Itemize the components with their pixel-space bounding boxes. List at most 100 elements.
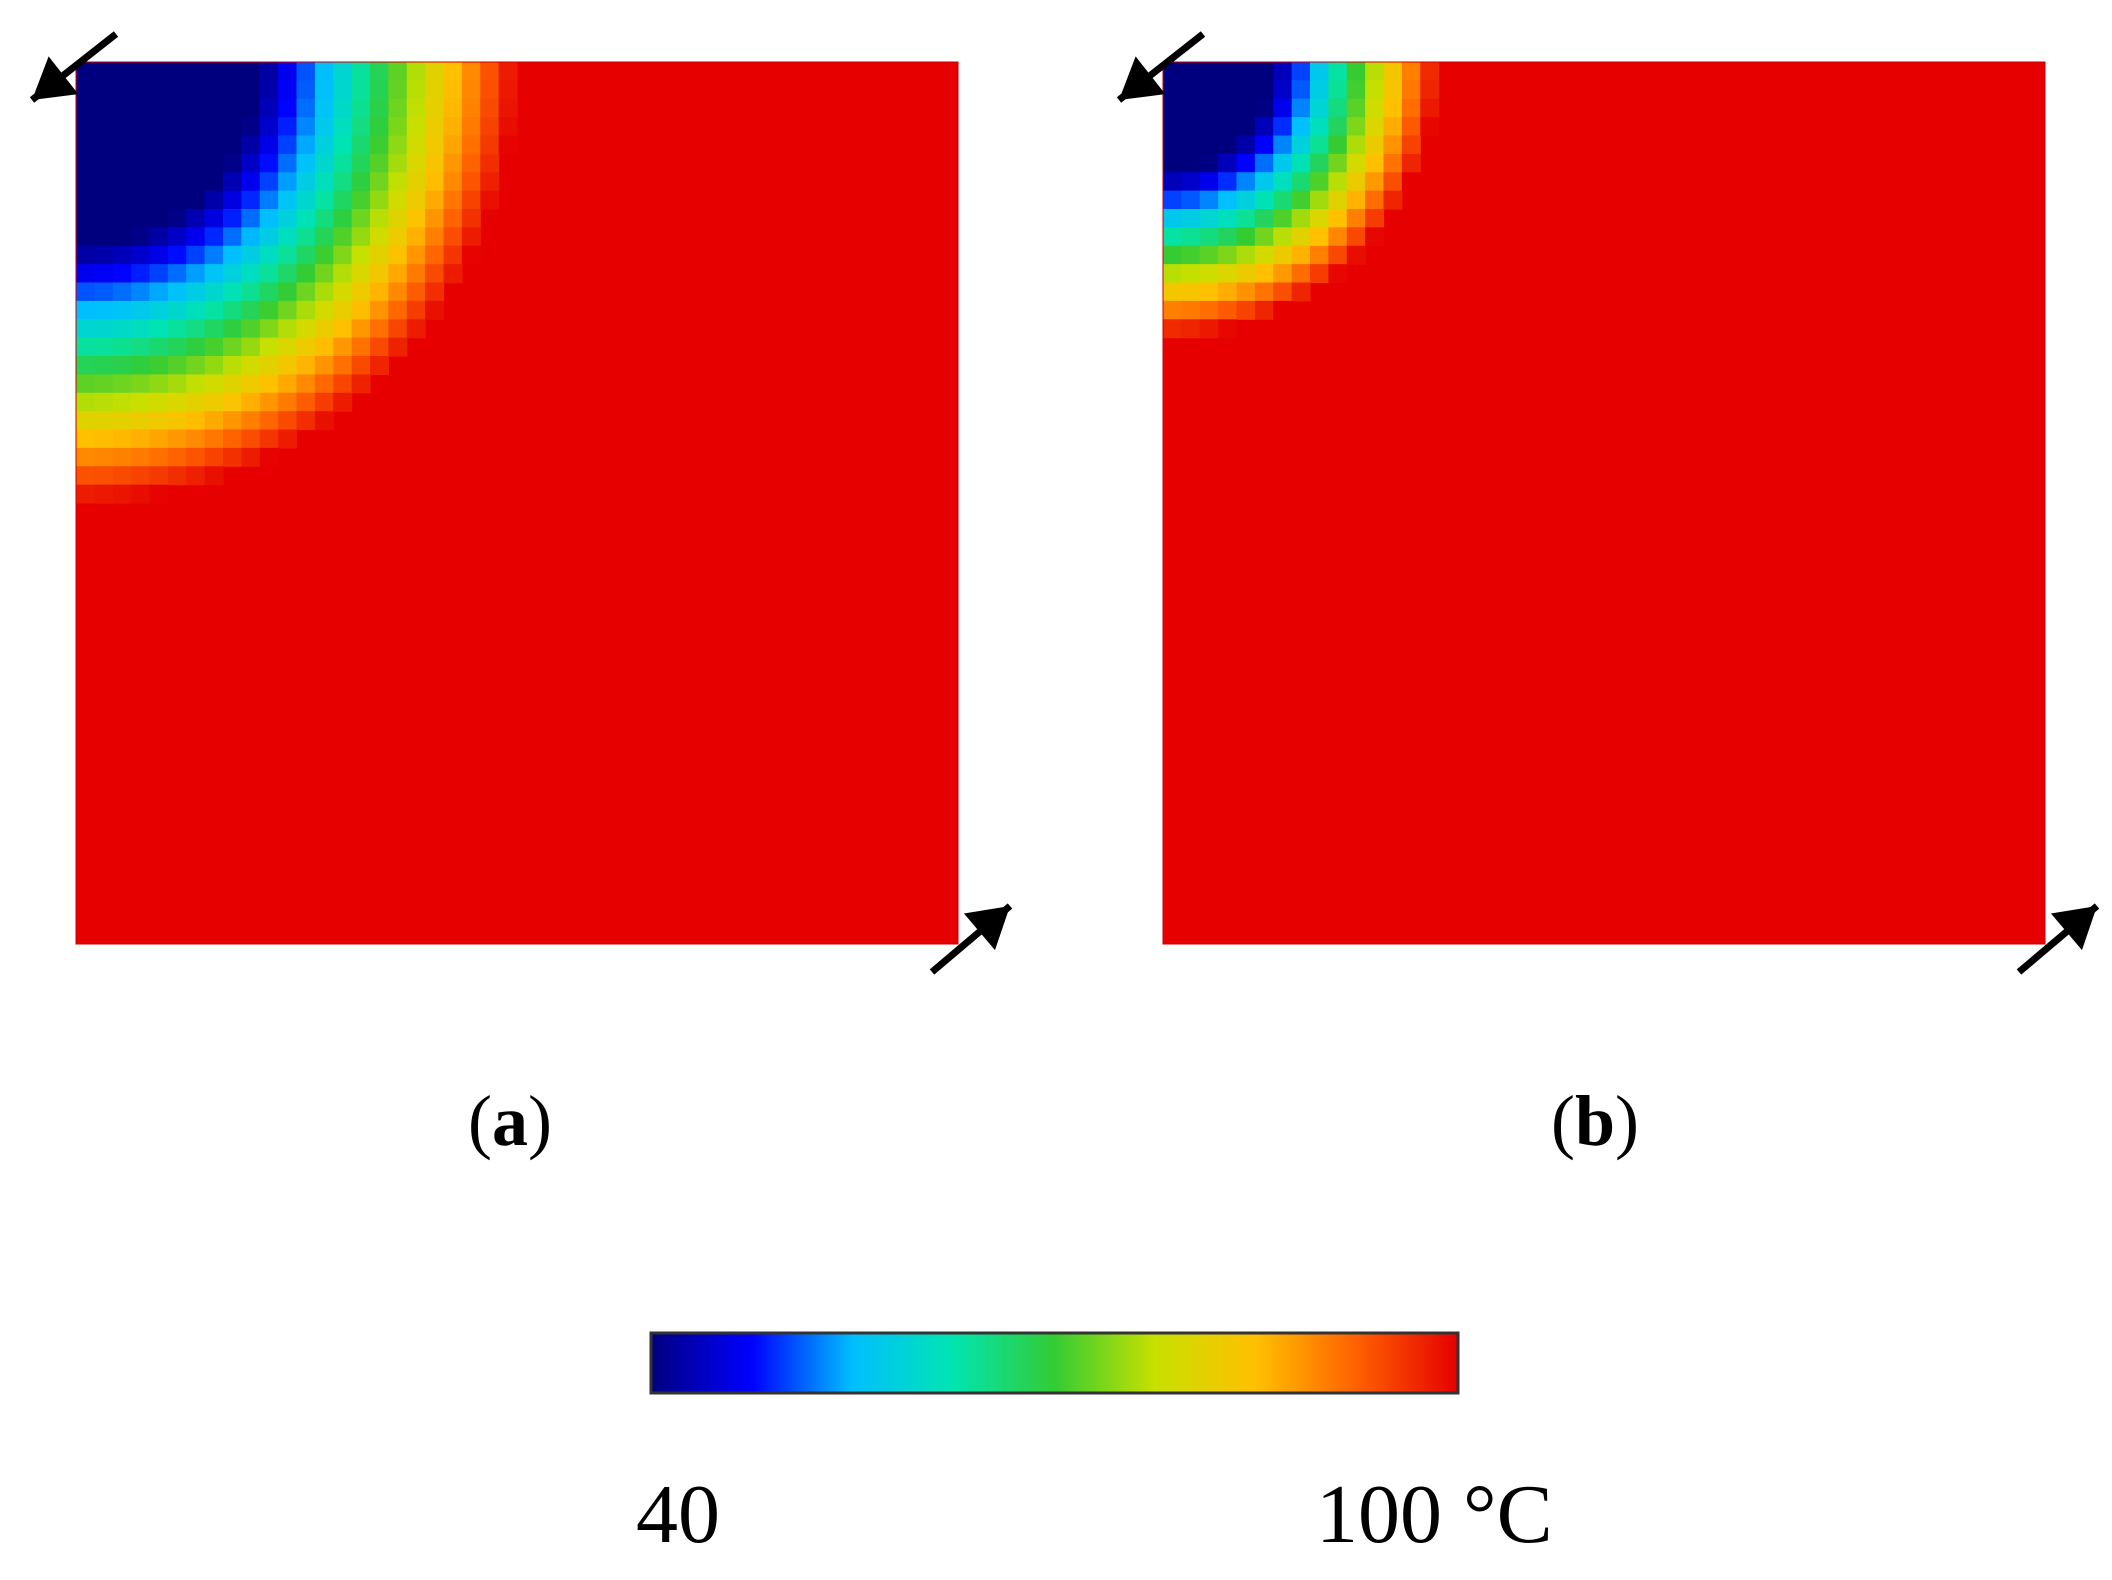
heatmap-cell-a <box>278 282 298 302</box>
heatmap-cell-b <box>1291 172 1311 192</box>
heatmap-cell-a <box>314 117 334 137</box>
heatmap-cell-b <box>1310 227 1329 247</box>
heatmap-cell-a <box>370 264 389 284</box>
heatmap-cell-a <box>351 190 371 210</box>
heatmap-cell-a <box>461 153 481 173</box>
heatmap-cell-a <box>131 153 151 173</box>
heatmap-cell-a <box>406 135 426 155</box>
heatmap-cell-b <box>1273 62 1293 81</box>
heatmap-cell-b <box>1328 117 1348 137</box>
heatmap-cell-a <box>443 80 463 100</box>
heatmap-cell-a <box>259 264 279 284</box>
heatmap-cell-a <box>131 429 151 449</box>
heatmap-cell-b <box>1328 190 1348 210</box>
heatmap-cell-b <box>1254 135 1274 155</box>
heatmap-cell-b <box>1310 153 1329 173</box>
heatmap-cell-b <box>1420 62 1440 81</box>
heatmap-cell-b <box>1291 135 1311 155</box>
heatmap-cell-a <box>149 392 169 412</box>
heatmap-cell-a <box>223 319 242 339</box>
heatmap-cell-a <box>131 466 151 486</box>
heatmap-cell-b <box>1199 282 1219 302</box>
heatmap-cell-a <box>131 300 151 320</box>
heatmap-cell-a <box>333 98 353 118</box>
heatmap-cell-a <box>259 117 279 137</box>
heatmap-cell-a <box>241 356 261 375</box>
heatmap-cell-b <box>1328 80 1348 100</box>
heatmap-cell-a <box>149 153 169 173</box>
heatmap-cell-a <box>204 117 224 137</box>
heatmap-cell-a <box>131 117 151 137</box>
heatmap-cell-a <box>186 337 206 357</box>
heatmap-cell-a <box>278 374 298 394</box>
heatmap-cell-a <box>314 282 334 302</box>
heatmap-cell-a <box>204 392 224 412</box>
heatmap-cell-a <box>94 172 114 192</box>
heatmap-cell-b <box>1291 80 1311 100</box>
heatmap-cell-a <box>131 98 151 118</box>
heatmap-cell-a <box>480 172 500 192</box>
heatmap-cell-a <box>131 227 151 247</box>
heatmap-cell-a <box>333 62 353 81</box>
heatmap-cell-b <box>1291 209 1311 228</box>
heatmap-cell-a <box>149 190 169 210</box>
heatmap-cell-b <box>1310 264 1329 284</box>
heatmap-cell-a <box>333 209 353 228</box>
heatmap-cell-a <box>167 282 187 302</box>
heatmap-cell-b <box>1346 190 1366 210</box>
heatmap-cell-a <box>351 356 371 375</box>
heatmap-cell-a <box>406 80 426 100</box>
heatmap-cell-a <box>443 153 463 173</box>
heatmap-cell-a <box>76 172 95 192</box>
heatmap-cell-a <box>259 190 279 210</box>
heatmap-cell-b <box>1199 80 1219 100</box>
heatmap-cell-a <box>112 172 132 192</box>
heatmap-cell-a <box>241 300 261 320</box>
heatmap-cell-a <box>94 190 114 210</box>
heatmap-cell-a <box>259 135 279 155</box>
heatmap-cell-a <box>278 190 298 210</box>
heatmap-cell-a <box>112 227 132 247</box>
heatmap-cell-a <box>186 411 206 431</box>
heatmap-cell-b <box>1181 190 1201 210</box>
heatmap-cell-b <box>1218 319 1238 339</box>
colorbar-max-label: 100 °C <box>1316 1468 1553 1561</box>
heatmap-cell-a <box>204 300 224 320</box>
heatmap-cell-b <box>1254 98 1274 118</box>
heatmap-cell-a <box>278 172 298 192</box>
heatmap-cell-a <box>278 319 298 339</box>
heatmap-cell-a <box>186 282 206 302</box>
heatmap-cell-a <box>425 245 445 265</box>
heatmap-cell-a <box>333 300 353 320</box>
heatmap-cell-a <box>76 153 95 173</box>
heatmap-cell-b <box>1199 300 1219 320</box>
heatmap-cell-b <box>1199 190 1219 210</box>
heatmap-cell-b <box>1199 62 1219 81</box>
heatmap-cell-b <box>1218 264 1238 284</box>
heatmap-cell-a <box>388 209 408 228</box>
panel-label-a: (a) <box>468 1085 552 1157</box>
heatmap-cell-b <box>1236 209 1256 228</box>
heatmap-cell-a <box>94 209 114 228</box>
heatmap-cell-b <box>1181 319 1201 339</box>
heatmap-cell-a <box>278 356 298 375</box>
heatmap-cell-b <box>1218 98 1238 118</box>
heatmap-cell-a <box>259 447 279 467</box>
heatmap-cell-a <box>370 245 389 265</box>
heatmap-cell-a <box>112 484 132 504</box>
heatmap-cell-a <box>149 411 169 431</box>
heatmap-cell-a <box>223 374 242 394</box>
heatmap-cell-a <box>186 153 206 173</box>
heatmap-cell-a <box>259 62 279 81</box>
heatmap-cell-a <box>76 80 95 100</box>
heatmap-cell-a <box>186 356 206 375</box>
heatmap-cell-a <box>351 264 371 284</box>
heatmap-cell-a <box>204 98 224 118</box>
heatmap-cell-a <box>76 227 95 247</box>
heatmap-cell-a <box>76 282 95 302</box>
heatmap-cell-a <box>149 282 169 302</box>
heatmap-cell-a <box>76 98 95 118</box>
heatmap-cell-a <box>296 227 316 247</box>
heatmap-cell-b <box>1365 153 1385 173</box>
heatmap-cell-a <box>480 190 500 210</box>
